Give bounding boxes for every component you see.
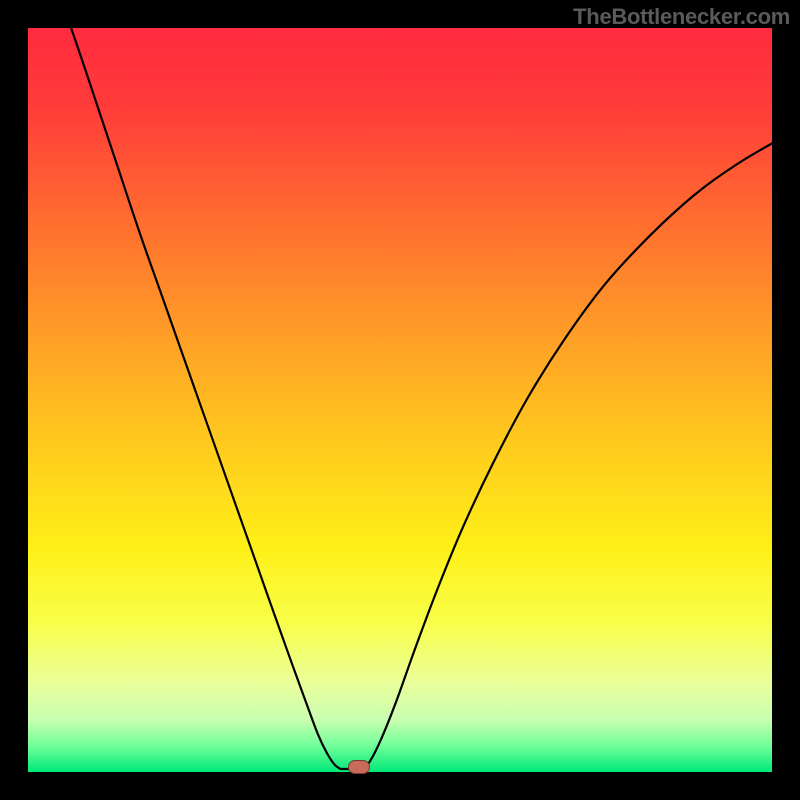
- curve-path: [71, 28, 340, 769]
- watermark-text: TheBottlenecker.com: [573, 4, 790, 30]
- curve-overlay: [28, 28, 772, 772]
- plot-area: [28, 28, 772, 772]
- minimum-marker: [348, 760, 370, 774]
- chart-container: TheBottlenecker.com: [0, 0, 800, 800]
- curve-path: [363, 143, 772, 769]
